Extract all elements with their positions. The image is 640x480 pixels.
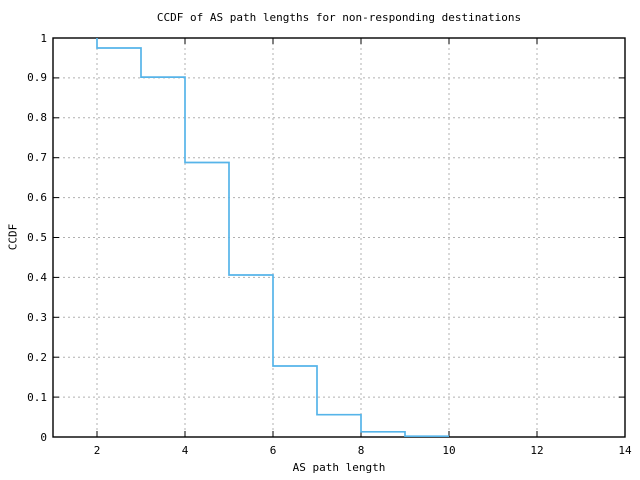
y-tick-label: 0.8 — [27, 111, 47, 125]
x-tick-label: 4 — [181, 444, 189, 457]
x-tick-label: 10 — [442, 444, 456, 457]
chart-title: CCDF of AS path lengths for non-respondi… — [156, 11, 522, 24]
y-tick-label: 0.9 — [27, 71, 47, 85]
y-tick-label: 0.2 — [27, 350, 47, 364]
x-tick-label: 8 — [357, 444, 365, 457]
y-tick-label: 0 — [40, 430, 47, 444]
x-tick-label: 14 — [618, 444, 632, 457]
y-tick-label: 0.6 — [27, 191, 47, 205]
y-tick-label: 0.4 — [27, 270, 47, 284]
y-tick-label: 0.3 — [27, 310, 47, 324]
x-tick-label: 2 — [93, 444, 101, 457]
x-tick-label: 12 — [530, 444, 544, 457]
y-tick-label: 0.1 — [27, 390, 47, 404]
x-axis-label: AS path length — [292, 461, 386, 474]
x-tick-label: 6 — [269, 444, 277, 457]
y-tick-label: 1 — [40, 31, 47, 45]
y-tick-label: 0.5 — [27, 231, 47, 244]
y-tick-label: 0.7 — [27, 151, 47, 165]
